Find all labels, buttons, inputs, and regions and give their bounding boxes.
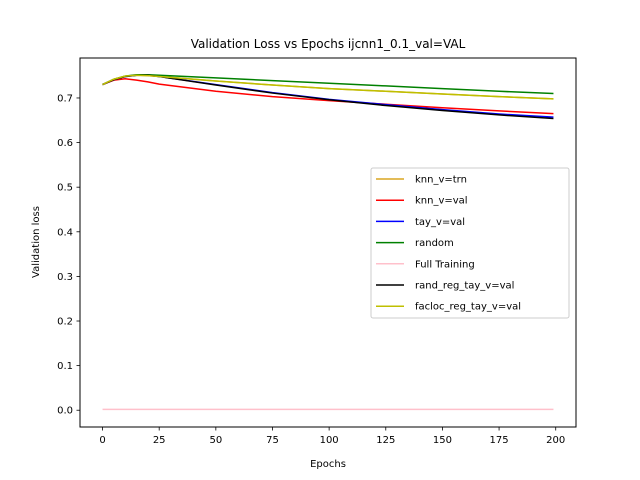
x-tick-label: 175 bbox=[490, 435, 509, 446]
x-tick-label: 150 bbox=[433, 435, 452, 446]
y-tick-label: 0.2 bbox=[57, 317, 73, 328]
legend-label: tay_v=val bbox=[415, 217, 465, 228]
x-tick-label: 25 bbox=[153, 435, 166, 446]
series-line-facloc_reg_tay_v=val bbox=[102, 74, 554, 100]
x-axis-label: Epochs bbox=[310, 459, 346, 470]
y-axis-ticks: 0.0 0.1 0.2 0.3 0.4 0.5 0.6 0.7 bbox=[57, 93, 80, 417]
plot-frame bbox=[79, 57, 577, 428]
x-tick-label: 0 bbox=[99, 435, 105, 446]
legend-label: random bbox=[415, 238, 454, 249]
y-axis-label: Validation loss bbox=[31, 206, 42, 278]
y-tick-label: 0.5 bbox=[57, 183, 73, 194]
chart-title: Validation Loss vs Epochs ijcnn1_0.1_val… bbox=[191, 37, 466, 51]
x-tick-label: 100 bbox=[320, 435, 339, 446]
legend-label: facloc_reg_tay_v=val bbox=[415, 302, 521, 313]
x-tick-label: 125 bbox=[376, 435, 395, 446]
x-tick-label: 75 bbox=[266, 435, 279, 446]
plot-lines bbox=[102, 74, 554, 411]
legend-label: rand_reg_tay_v=val bbox=[415, 281, 514, 292]
legend-label: knn_v=val bbox=[415, 196, 468, 207]
x-tick-label: 50 bbox=[209, 435, 222, 446]
y-tick-label: 0.4 bbox=[57, 227, 73, 238]
y-tick-label: 0.6 bbox=[57, 138, 73, 149]
legend-label: knn_v=trn bbox=[415, 175, 467, 186]
y-tick-label: 0.0 bbox=[57, 406, 73, 417]
x-tick-label: 200 bbox=[546, 435, 565, 446]
y-tick-label: 0.3 bbox=[57, 272, 73, 283]
series-line-knn_v=val bbox=[102, 78, 554, 115]
x-axis-ticks: 0 25 50 75 100 125 150 175 200 bbox=[99, 427, 565, 446]
y-tick-label: 0.1 bbox=[57, 361, 73, 372]
y-tick-label: 0.7 bbox=[57, 93, 73, 104]
legend-box bbox=[370, 167, 570, 319]
legend-label: Full Training bbox=[415, 259, 475, 270]
